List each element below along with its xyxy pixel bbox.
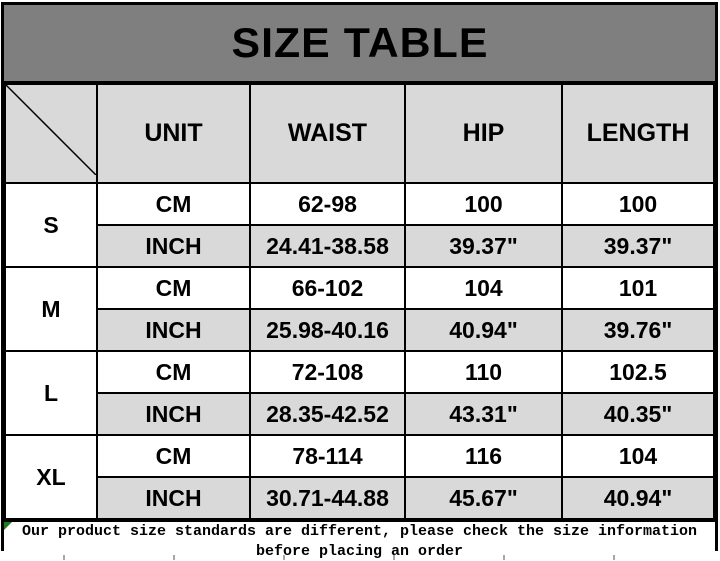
- table-row-l-inch: INCH 28.35-42.52 43.31" 40.35": [5, 392, 715, 436]
- cell-s-cm-waist: 62-98: [249, 182, 406, 226]
- cropped-row-divider: [393, 555, 395, 560]
- cell-m-cm-unit: CM: [96, 266, 251, 310]
- cell-l-cm-waist: 72-108: [249, 350, 406, 394]
- size-label-m: M: [4, 266, 98, 352]
- cell-l-cm-unit: CM: [96, 350, 251, 394]
- cell-l-cm-length: 102.5: [561, 350, 715, 394]
- size-note-box: Our product size standards are different…: [4, 520, 715, 561]
- cell-m-cm-waist: 66-102: [249, 266, 406, 310]
- cell-l-inch-length: 40.35": [561, 392, 715, 436]
- cell-s-inch-length: 39.37": [561, 224, 715, 268]
- cell-xl-cm-length: 104: [561, 434, 715, 478]
- cell-s-cm-length: 100: [561, 182, 715, 226]
- cell-s-inch-hip: 39.37": [404, 224, 563, 268]
- note-line-1: Our product size standards are different…: [21, 523, 698, 540]
- cell-l-inch-unit: INCH: [96, 392, 251, 436]
- table-row-m-inch: INCH 25.98-40.16 40.94" 39.76": [5, 308, 715, 352]
- cropped-row-divider: [613, 555, 615, 560]
- cell-m-inch-waist: 25.98-40.16: [249, 308, 406, 352]
- cell-xl-inch-waist: 30.71-44.88: [249, 476, 406, 520]
- cell-m-cm-length: 101: [561, 266, 715, 310]
- cell-l-cm-hip: 110: [404, 350, 563, 394]
- table-row-l-cm: L CM 72-108 110 102.5: [4, 350, 715, 436]
- cell-s-inch-waist: 24.41-38.58: [249, 224, 406, 268]
- header-unit: UNIT: [96, 83, 251, 184]
- size-table: UNIT WAIST HIP LENGTH S CM 62-98 100 100…: [4, 83, 715, 520]
- cropped-row-divider: [173, 555, 175, 560]
- cell-xl-inch-length: 40.94": [561, 476, 715, 520]
- cell-s-inch-unit: INCH: [96, 224, 251, 268]
- diagonal-line: [6, 85, 96, 175]
- cell-xl-cm-hip: 116: [404, 434, 563, 478]
- cell-l-inch-waist: 28.35-42.52: [249, 392, 406, 436]
- size-label-xl: XL: [4, 434, 98, 520]
- cell-xl-inch-hip: 45.67": [404, 476, 563, 520]
- table-row-xl-inch: INCH 30.71-44.88 45.67" 40.94": [5, 476, 715, 520]
- header-hip: HIP: [404, 83, 563, 184]
- cell-s-cm-unit: CM: [96, 182, 251, 226]
- cell-m-inch-hip: 40.94": [404, 308, 563, 352]
- cell-m-inch-length: 39.76": [561, 308, 715, 352]
- page-title: SIZE TABLE: [231, 19, 488, 66]
- green-corner-marker-icon: [4, 522, 12, 530]
- table-row-xl-cm: XL CM 78-114 116 104: [4, 434, 715, 520]
- cell-l-inch-hip: 43.31": [404, 392, 563, 436]
- cell-m-inch-unit: INCH: [96, 308, 251, 352]
- size-label-s: S: [4, 182, 98, 268]
- title-band: SIZE TABLE: [4, 5, 715, 83]
- cropped-row-divider: [503, 555, 505, 560]
- header-length: LENGTH: [561, 83, 715, 184]
- cell-s-cm-hip: 100: [404, 182, 563, 226]
- header-waist: WAIST: [249, 83, 406, 184]
- table-row-s-cm: S CM 62-98 100 100: [4, 182, 715, 268]
- cell-m-cm-hip: 104: [404, 266, 563, 310]
- cell-xl-cm-waist: 78-114: [249, 434, 406, 478]
- table-row-m-cm: M CM 66-102 104 101: [4, 266, 715, 352]
- note-line-2: before placing an order: [255, 543, 464, 560]
- table-row-s-inch: INCH 24.41-38.58 39.37" 39.37": [5, 224, 715, 268]
- cropped-row-divider: [283, 555, 285, 560]
- header-row: UNIT WAIST HIP LENGTH: [4, 83, 715, 184]
- diagonal-header-cell: [4, 83, 98, 184]
- cell-xl-cm-unit: CM: [96, 434, 251, 478]
- cell-xl-inch-unit: INCH: [96, 476, 251, 520]
- cropped-row-divider: [63, 555, 65, 560]
- size-label-l: L: [4, 350, 98, 436]
